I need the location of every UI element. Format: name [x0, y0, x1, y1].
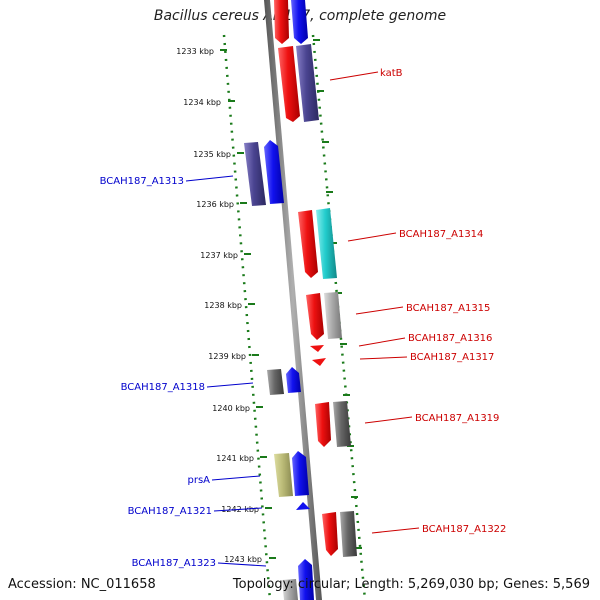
genome-backbone	[264, 0, 322, 600]
gene-label-A1318: BCAH187_A1318	[121, 382, 205, 393]
gene-arrow	[282, 579, 298, 600]
label-leader	[213, 507, 263, 512]
gene-label-A1314: BCAH187_A1314	[399, 229, 483, 240]
tick-label: 1236 kbp	[196, 200, 234, 209]
gene-arrow	[333, 401, 351, 447]
gene-arrow	[340, 511, 357, 557]
gene-arrow	[274, 453, 293, 497]
label-leader	[329, 71, 379, 81]
label-leader	[364, 416, 413, 424]
gene-arrow	[291, 0, 308, 44]
gene-arrow	[278, 46, 300, 122]
label-leader	[371, 527, 420, 534]
label-leader	[355, 306, 404, 315]
gene-label-A1317: BCAH187_A1317	[410, 352, 494, 363]
gene-arrow	[315, 402, 331, 447]
gene-arrow	[286, 367, 301, 393]
gene-arrow	[296, 44, 319, 122]
gene-arrow	[322, 512, 338, 556]
gene-label-prsA: prsA	[187, 475, 210, 486]
gene-label-katB: katB	[380, 68, 403, 79]
gene-arrow	[274, 0, 289, 44]
label-leader	[217, 562, 267, 567]
tick-label: 1237 kbp	[200, 251, 238, 260]
gene-label-A1322: BCAH187_A1322	[422, 524, 506, 535]
gene-arrow	[298, 559, 314, 600]
gene-arrow	[296, 502, 310, 510]
gene-arrow	[267, 369, 284, 395]
gene-arrow	[306, 293, 324, 340]
inner-tick-ring	[222, 34, 272, 600]
accession-text: Accession: NC_011658	[8, 577, 156, 592]
label-leader	[211, 475, 261, 481]
tick-label: 1243 kbp	[224, 555, 262, 564]
label-leader	[185, 175, 234, 182]
gene-label-A1316: BCAH187_A1316	[408, 333, 492, 344]
gene-arrow	[310, 345, 324, 352]
gene-label-A1313: BCAH187_A1313	[100, 176, 184, 187]
tick-label: 1240 kbp	[212, 404, 250, 413]
gene-arrow	[298, 210, 318, 278]
gene-arrow	[316, 208, 337, 279]
gene-label-A1319: BCAH187_A1319	[415, 413, 499, 424]
tick-label: 1239 kbp	[208, 352, 246, 361]
tick-label: 1235 kbp	[193, 150, 231, 159]
gene-arrow	[264, 140, 284, 204]
gene-label-A1321: BCAH187_A1321	[128, 506, 212, 517]
label-leader	[347, 232, 397, 242]
genome-summary-text: Topology: circular; Length: 5,269,030 bp…	[232, 577, 590, 592]
gene-arrow	[292, 451, 309, 496]
tick-label: 1241 kbp	[216, 454, 254, 463]
gene-arrow	[312, 358, 326, 366]
tick-label: 1238 kbp	[204, 301, 242, 310]
tick-label: 1233 kbp	[176, 47, 214, 56]
gene-arrow	[324, 292, 342, 339]
gene-arrow	[244, 142, 266, 206]
label-leader	[206, 382, 254, 388]
outer-tick-ring	[311, 34, 367, 600]
gene-label-A1323: BCAH187_A1323	[132, 558, 216, 569]
label-leader	[358, 337, 406, 347]
label-leader	[359, 356, 408, 360]
gene-label-A1315: BCAH187_A1315	[406, 303, 490, 314]
tick-label: 1234 kbp	[183, 98, 221, 107]
